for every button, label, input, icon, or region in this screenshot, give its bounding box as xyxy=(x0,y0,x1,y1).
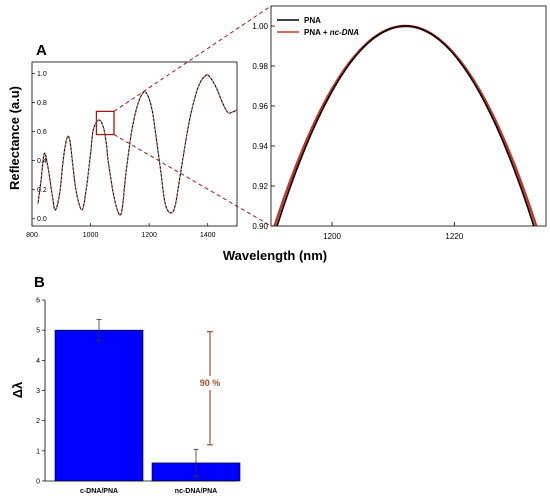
zoom-connector-top xyxy=(113,5,272,112)
difference-percent-label: 90 % xyxy=(200,378,221,388)
y-tick-label-inset: 0.92 xyxy=(252,182,268,191)
panel-b-bar-chart: c-DNA/PNA nc-DNA/PNA 0 1 2 3 4 5 6 90 % xyxy=(36,298,241,495)
x-tick-label-a: 1000 xyxy=(83,232,99,239)
x-tick-label-inset: 1220 xyxy=(445,232,463,241)
panel-label-a: A xyxy=(36,42,47,59)
y-tick-label-inset: 0.96 xyxy=(252,102,268,111)
y-tick-label-b: 3 xyxy=(36,388,40,395)
panel-a-main-chart: 800 1000 1200 1400 0.0 0.2 0.4 0.6 0.8 1.0 xyxy=(26,61,238,239)
y-tick-label-a: 1.0 xyxy=(37,71,47,78)
legend-label-pna-nc-dna: PNA + nc-DNA xyxy=(304,28,359,37)
y-tick-label-a: 0.2 xyxy=(37,187,47,194)
x-category-label-2: nc-DNA/PNA xyxy=(175,488,217,495)
y-tick-label-a: 0.6 xyxy=(37,129,47,136)
difference-label-background xyxy=(198,376,222,390)
panel-label-b: B xyxy=(34,274,45,291)
y-tick-label-a: 0.8 xyxy=(37,100,47,107)
y-tick-label-inset: 0.98 xyxy=(252,62,268,71)
plot-frame-inset xyxy=(270,5,547,227)
y-axis-title-reflectance: Reflectance (a.u) xyxy=(7,86,22,190)
zoom-connector-bottom xyxy=(113,134,272,227)
y-tick-label-b: 5 xyxy=(36,328,40,335)
x-tick-label-a: 1400 xyxy=(200,232,216,239)
x-tick-label-a: 800 xyxy=(26,232,38,239)
y-axis-title-delta-lambda: Δλ xyxy=(10,381,25,398)
y-tick-label-b: 6 xyxy=(36,298,40,305)
panel-a-zoom-chart: 1200 1220 0.90 0.92 0.94 0.96 0.98 1.00 PNA PNA +… xyxy=(113,5,547,241)
y-tick-label-a: 0.4 xyxy=(37,158,47,165)
x-category-label-1: c-DNA/PNA xyxy=(80,488,118,495)
plot-frame-a xyxy=(31,61,238,227)
y-tick-label-b: 1 xyxy=(36,448,40,455)
zoom-region-box xyxy=(95,110,115,136)
y-tick-label-inset: 1.00 xyxy=(252,22,268,31)
x-tick-label-a: 1200 xyxy=(141,232,157,239)
y-tick-label-a: 0.0 xyxy=(37,216,47,223)
zoom-series-line-1 xyxy=(276,25,535,226)
x-axis-title-wavelength: Wavelength (nm) xyxy=(223,248,327,263)
legend-label-pna: PNA xyxy=(304,16,321,25)
y-tick-label-b: 2 xyxy=(36,418,40,425)
y-tick-label-b: 0 xyxy=(36,479,40,486)
y-tick-label-inset: 0.90 xyxy=(252,222,268,231)
reflectance-series-line-2 xyxy=(37,74,238,216)
bar-1 xyxy=(54,329,144,482)
y-tick-label-inset: 0.94 xyxy=(252,142,268,151)
x-tick-label-inset: 1200 xyxy=(323,232,341,241)
y-tick-label-b: 4 xyxy=(36,358,40,365)
